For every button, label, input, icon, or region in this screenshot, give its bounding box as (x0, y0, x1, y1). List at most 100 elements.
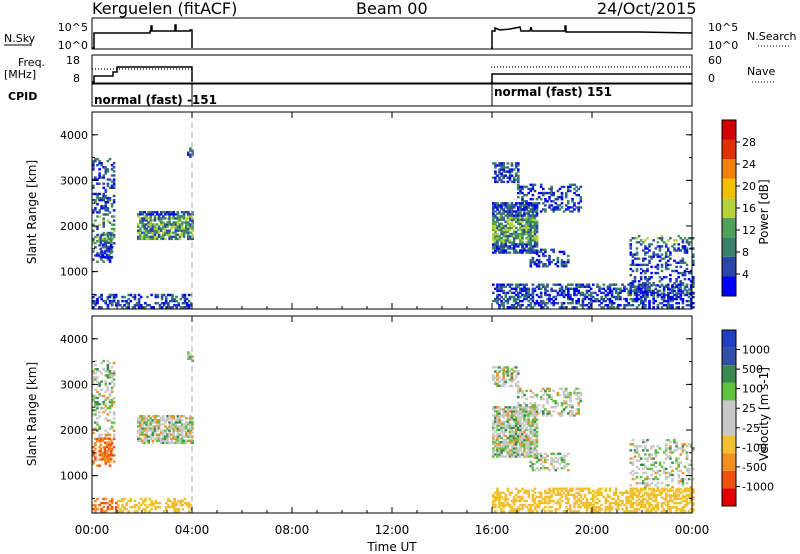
heatmap-cell (92, 250, 95, 253)
heatmap-cell (527, 249, 530, 252)
heatmap-cell (107, 457, 111, 461)
heatmap-cell (508, 289, 512, 293)
heatmap-cell (498, 376, 501, 379)
heatmap-cell (633, 278, 637, 281)
heatmap-cell (110, 499, 114, 503)
heatmap-cell (517, 506, 520, 509)
heatmap-cell (664, 492, 668, 495)
heatmap-cell (527, 420, 530, 423)
heatmap-cell (667, 293, 670, 297)
heatmap-cell (187, 304, 191, 307)
heatmap-cell (510, 222, 514, 225)
heatmap-cell (508, 506, 512, 509)
heatmap-cell (527, 212, 530, 215)
heatmap-cell (646, 484, 649, 487)
heatmap-cell (560, 293, 564, 297)
heatmap-cell (644, 484, 647, 487)
heatmap-cell (560, 489, 564, 492)
heatmap-cell (558, 456, 562, 460)
heatmap-cell (498, 428, 501, 432)
heatmap-cell (677, 295, 680, 299)
heatmap-cell (110, 215, 114, 218)
heatmap-cell (529, 260, 533, 264)
heatmap-cell (142, 499, 145, 503)
heatmap-cell (500, 414, 503, 417)
heatmap-cell (102, 394, 105, 398)
heatmap-cell (689, 237, 693, 240)
heatmap-cell (675, 495, 678, 499)
heatmap-cell (664, 263, 668, 267)
heatmap-cell (581, 487, 585, 490)
heatmap-cell (510, 174, 514, 177)
heatmap-cell (143, 427, 146, 430)
heatmap-cell (683, 503, 687, 507)
heatmap-cell (523, 499, 526, 503)
heatmap-cell (631, 237, 635, 240)
heatmap-cell (494, 441, 497, 444)
heatmap-cell (502, 291, 505, 295)
heatmap-cell (157, 225, 161, 228)
heatmap-cell (662, 451, 666, 454)
heatmap-cell (504, 372, 508, 375)
heatmap-cell (502, 501, 505, 505)
heatmap-cell (103, 251, 107, 255)
heatmap-cell (602, 291, 605, 295)
heatmap-cell (166, 221, 169, 224)
heatmap-cell (562, 393, 566, 397)
heatmap-cell (671, 289, 674, 293)
heatmap-cell (104, 213, 108, 216)
heatmap-cell (492, 366, 495, 369)
heatmap-cell (99, 457, 103, 461)
heatmap-cell (157, 219, 161, 222)
heatmap-cell (519, 304, 522, 307)
heatmap-cell (514, 283, 518, 286)
heatmap-cell (519, 430, 522, 434)
heatmap-cell (677, 457, 680, 460)
heatmap-cell (652, 469, 655, 473)
heatmap-cell (664, 438, 668, 442)
heatmap-cell (604, 489, 608, 492)
heatmap-cell (681, 239, 685, 242)
heatmap-cell (525, 428, 528, 432)
heatmap-cell (642, 263, 645, 267)
heatmap-cell (533, 499, 537, 503)
heatmap-cell (564, 285, 568, 288)
heatmap-cell (145, 215, 148, 218)
heatmap-cell (687, 501, 691, 505)
heatmap-cell (107, 459, 111, 463)
heatmap-cell (692, 489, 695, 492)
heatmap-cell (92, 462, 95, 465)
heatmap-cell (180, 223, 184, 226)
colorbar-tick-label: 12 (742, 224, 756, 237)
heatmap-cell (182, 235, 186, 238)
heatmap-cell (539, 185, 543, 189)
heatmap-cell (168, 219, 171, 222)
heatmap-cell (525, 489, 528, 492)
heatmap-cell (644, 297, 647, 301)
heatmap-cell (100, 198, 103, 202)
heatmap-cell (610, 306, 614, 309)
colorbar-swatch (722, 453, 736, 471)
heatmap-cell (660, 496, 664, 499)
heatmap-cell (652, 297, 655, 301)
heatmap-cell (569, 210, 572, 213)
heatmap-cell (162, 227, 165, 230)
heatmap-cell (546, 467, 549, 470)
heatmap-cell (500, 162, 503, 165)
heatmap-cell (692, 253, 695, 256)
heatmap-cell (542, 456, 545, 460)
heatmap-cell (187, 439, 190, 442)
heatmap-cell (642, 302, 645, 305)
heatmap-cell (500, 287, 503, 290)
colorbar-tick-label: 1000 (742, 344, 770, 357)
heatmap-cell (569, 302, 572, 305)
heatmap-cell (494, 224, 497, 228)
heatmap-cell (153, 211, 157, 214)
heatmap-cell (508, 297, 512, 301)
heatmap-cell (689, 289, 693, 293)
heatmap-cell (669, 455, 672, 458)
heatmap-cell (533, 189, 537, 193)
heatmap-cell (527, 204, 530, 207)
heatmap-cell (159, 221, 163, 224)
heatmap-cell (510, 287, 514, 290)
